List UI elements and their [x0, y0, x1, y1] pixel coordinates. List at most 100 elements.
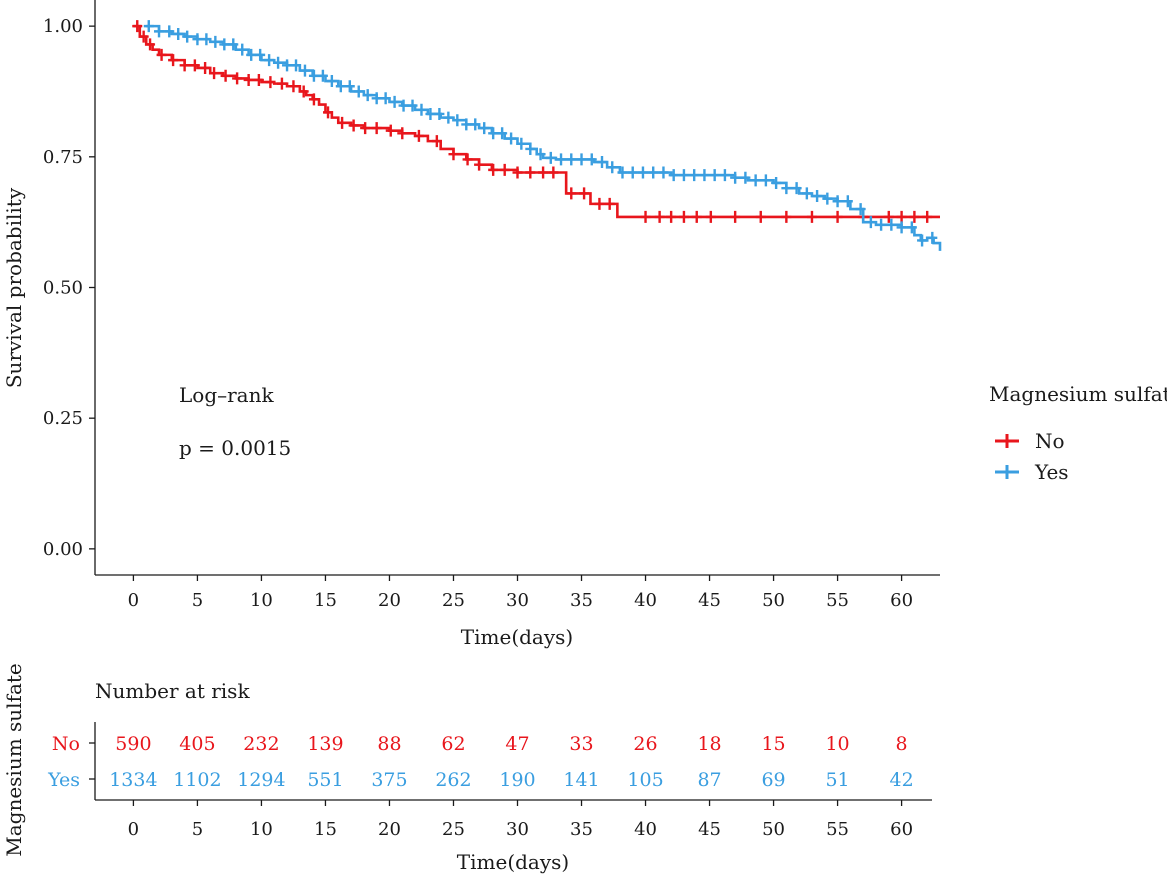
- risk-table-title: Number at risk: [95, 679, 250, 703]
- legend-label-yes: Yes: [1034, 460, 1069, 484]
- censor-mark-no: [538, 166, 549, 179]
- censor-mark-no: [132, 20, 143, 33]
- risk-cell: 139: [307, 733, 343, 755]
- censor-mark-no: [512, 166, 523, 179]
- censor-mark-no: [308, 93, 319, 106]
- risk-cell: 1294: [237, 769, 285, 791]
- x-tick-label: 10: [250, 590, 273, 611]
- censor-mark-yes: [740, 171, 751, 184]
- risk-cell: 62: [441, 733, 465, 755]
- censor-mark-yes: [344, 80, 355, 93]
- censor-mark-no: [832, 210, 843, 223]
- risk-y-axis-title: Magnesium sulfate: [2, 663, 26, 857]
- censor-mark-yes: [771, 176, 782, 189]
- censor-mark-no: [488, 163, 499, 176]
- censor-mark-yes: [730, 171, 741, 184]
- x-tick-label: 45: [698, 590, 721, 611]
- y-tick-label: 0.75: [43, 147, 83, 168]
- x-tick-label: 30: [506, 590, 529, 611]
- censor-mark-no: [200, 61, 211, 74]
- censor-mark-yes: [335, 80, 346, 93]
- censor-mark-no: [431, 135, 442, 148]
- risk-x-axis-title: Time(days): [457, 850, 569, 874]
- censor-mark-no: [909, 210, 920, 223]
- x-axis-title: Time(days): [461, 625, 573, 649]
- survival-curves: [132, 20, 942, 251]
- censor-mark-yes: [855, 203, 866, 216]
- risk-cell: 18: [697, 733, 721, 755]
- censor-mark-no: [730, 210, 741, 223]
- y-axis-title: Survival probability: [2, 187, 26, 388]
- censor-mark-yes: [906, 221, 917, 234]
- censor-mark-no: [189, 59, 200, 72]
- censor-mark-yes: [461, 118, 472, 131]
- legend-title: Magnesium sulfate: [989, 382, 1167, 406]
- censor-mark-yes: [497, 127, 508, 140]
- censor-mark-no: [360, 122, 371, 135]
- censor-mark-no: [138, 30, 149, 43]
- censor-mark-yes: [617, 166, 628, 179]
- censor-mark-no: [474, 158, 485, 171]
- censor-mark-yes: [832, 195, 843, 208]
- censor-mark-yes: [719, 169, 730, 182]
- censor-mark-yes: [479, 122, 490, 135]
- legend-item-yes: Yes: [995, 460, 1069, 484]
- censor-mark-yes: [586, 153, 597, 166]
- risk-cell: 105: [627, 769, 663, 791]
- censor-mark-no: [594, 197, 605, 210]
- censor-mark-no: [640, 210, 651, 223]
- risk-cell: 1334: [109, 769, 157, 791]
- risk-cell: 51: [825, 769, 849, 791]
- x-tick-label: 0: [128, 590, 139, 611]
- x-tick-label: 35: [570, 590, 593, 611]
- x-ticks: 0 5 10 15 20 25 30 35 40 45 50 55 60: [128, 575, 913, 611]
- x-tick-label: 15: [314, 590, 337, 611]
- censor-mark-yes: [886, 218, 897, 231]
- x-tick-label: 20: [378, 590, 401, 611]
- y-ticks: 0.00 0.25 0.50 0.75 1.00: [43, 16, 95, 560]
- censor-mark-no: [499, 163, 510, 176]
- censor-mark-yes: [576, 153, 587, 166]
- censor-mark-yes: [545, 151, 556, 164]
- censor-mark-yes: [812, 190, 823, 203]
- censor-mark-no: [448, 148, 459, 161]
- risk-cell: 8: [896, 733, 908, 755]
- censor-mark-yes: [219, 38, 230, 51]
- censor-mark-yes: [201, 33, 212, 46]
- censor-mark-no: [288, 80, 299, 93]
- censor-mark-yes: [637, 166, 648, 179]
- censor-mark-yes: [299, 64, 310, 77]
- censor-mark-no: [265, 76, 276, 89]
- p-value-annotation: p = 0.0015: [179, 436, 291, 460]
- censor-mark-no: [604, 197, 615, 210]
- censor-mark-no: [232, 72, 243, 85]
- censor-mark-yes: [228, 38, 239, 51]
- censor-mark-no: [883, 210, 894, 223]
- legend-label-no: No: [1035, 429, 1065, 453]
- risk-x-tick-label: 20: [378, 819, 401, 840]
- risk-x-tick-label: 60: [890, 819, 913, 840]
- risk-cell: 375: [371, 769, 407, 791]
- censor-mark-yes: [326, 75, 337, 88]
- censor-mark-no: [323, 106, 334, 119]
- censor-mark-yes: [791, 182, 802, 195]
- censor-mark-no: [145, 38, 156, 51]
- censor-mark-no: [397, 127, 408, 140]
- censor-mark-yes: [273, 56, 284, 69]
- legend-item-no: No: [995, 429, 1065, 453]
- censor-mark-yes: [443, 111, 454, 124]
- censor-mark-yes: [760, 174, 771, 187]
- censor-mark-yes: [525, 142, 536, 155]
- risk-cell: 33: [569, 733, 593, 755]
- censor-mark-yes: [822, 192, 833, 205]
- censor-mark-no: [525, 166, 536, 179]
- risk-table: Number at risk No 590 405 232 139 88 62 47 33 26 1…: [2, 663, 932, 874]
- censor-mark-no: [691, 210, 702, 223]
- censor-mark-no: [922, 210, 933, 223]
- censor-mark-yes: [648, 166, 659, 179]
- risk-cell: 551: [307, 769, 343, 791]
- risk-x-ticks: 0 5 10 15 20 25 30 35 40 45 50 55 60: [128, 800, 913, 840]
- censor-mark-no: [337, 116, 348, 129]
- censor-mark-yes: [516, 137, 527, 150]
- censor-mark-yes: [750, 174, 761, 187]
